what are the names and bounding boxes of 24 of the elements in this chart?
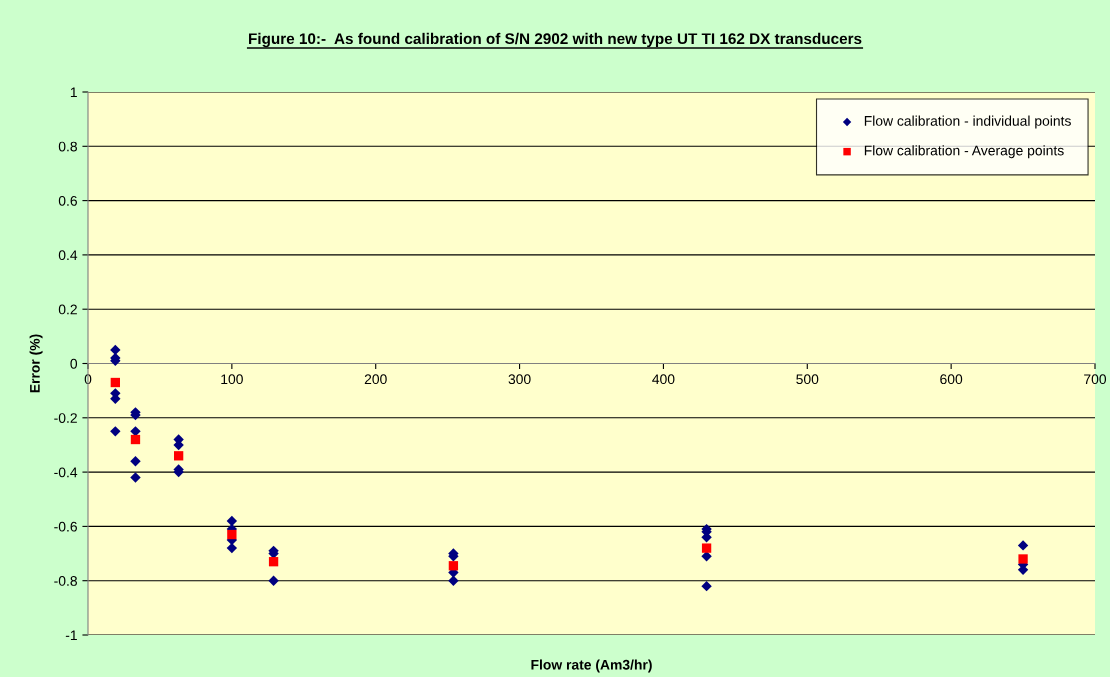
x-tick-label: 700 bbox=[1084, 374, 1107, 385]
chart-title: Figure 10:- As found calibration of S/N 2902 with new type UT TI 162 DX transducers bbox=[249, 32, 862, 48]
x-axis-title: Flow rate (Am3/hr) bbox=[531, 659, 652, 673]
legend-label: Flow calibration - Average points bbox=[864, 145, 1064, 159]
y-tick-label: 0.8 bbox=[58, 141, 77, 152]
x-tick-label: 0 bbox=[84, 374, 92, 385]
y-tick-label: 1 bbox=[70, 87, 77, 98]
x-tick-label: 600 bbox=[940, 374, 963, 385]
y-tick-label: 0.2 bbox=[58, 304, 77, 315]
x-tick-label: 100 bbox=[221, 374, 243, 385]
y-tick-label: -0.6 bbox=[54, 521, 77, 532]
y-axis-title: Error (%) bbox=[29, 334, 43, 393]
y-tick-label: 0.4 bbox=[58, 250, 78, 261]
x-tick-label: 400 bbox=[652, 374, 675, 385]
y-tick-label: 0 bbox=[70, 358, 78, 369]
y-tick-label: -0.4 bbox=[54, 467, 78, 478]
x-tick-label: 200 bbox=[364, 374, 387, 385]
x-tick-label: 300 bbox=[508, 374, 531, 385]
y-tick-label: -0.8 bbox=[54, 576, 77, 586]
y-tick-label: -0.2 bbox=[54, 413, 77, 423]
y-tick-label: 0.6 bbox=[58, 195, 77, 206]
y-tick-label: -1 bbox=[65, 630, 77, 641]
x-tick-label: 500 bbox=[796, 374, 819, 385]
legend-label: Flow calibration - individual points bbox=[864, 115, 1071, 129]
